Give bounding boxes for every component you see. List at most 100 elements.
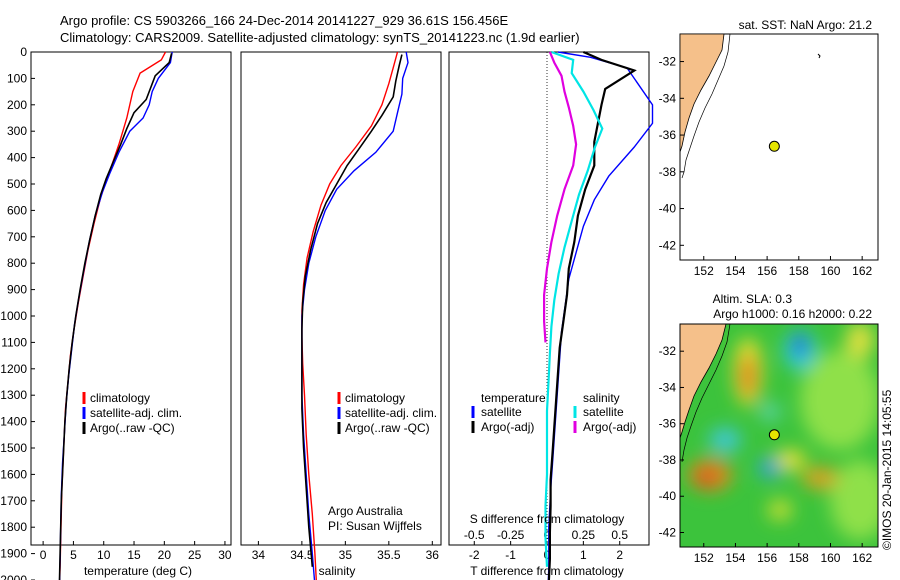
sla-blob-green-light [830, 460, 878, 540]
temperature-panel-frame [30, 51, 232, 546]
credit-text: ©IMOS 20-Jan-2015 14:05:55 [880, 389, 894, 550]
sla-blob-orange [740, 354, 756, 398]
difference-xlabel-t: T difference from climatology [470, 564, 624, 578]
sla-blob-green-light [800, 350, 878, 450]
difference-line-s-satellite [544, 50, 604, 567]
y-tick-label: 500 [7, 177, 27, 191]
salinity-annotation-line-1: Argo Australia [328, 504, 403, 518]
sla-blob-cyan [709, 428, 741, 452]
legend-title-temperature: temperature [481, 391, 546, 405]
difference-panel-frame [448, 51, 650, 546]
map-x-tick-label: 156 [757, 264, 777, 278]
sla-map-shelf-contour [681, 324, 731, 463]
map-x-tick-label: 162 [852, 264, 872, 278]
x-tick-label: 34 [252, 548, 266, 562]
y-tick-label: 300 [7, 124, 27, 138]
map-x-tick-label: 156 [757, 551, 777, 565]
x-tick-label: 36 [426, 548, 440, 562]
x-tick-label: 35.5 [377, 548, 401, 562]
difference-line-s-argoadj [542, 51, 578, 343]
legend-label-s-argo: Argo(-adj) [583, 420, 636, 434]
x-tick-label: 5 [70, 548, 77, 562]
series-line-climatology [301, 51, 399, 580]
sla-field [688, 324, 878, 540]
legend-label-s-satellite: satellite [583, 405, 624, 419]
x-tick-label: 30 [218, 548, 232, 562]
y-tick-label: 0 [20, 45, 27, 59]
map-x-tick-label: 162 [852, 551, 872, 565]
map-x-tick-label: 154 [725, 264, 745, 278]
y-tick-label: 2000 [0, 573, 27, 580]
series-line-argorawqc [301, 54, 403, 567]
map-y-tick-label: -40 [659, 489, 677, 503]
series-line-satelliteadjclim [301, 51, 409, 580]
sla-map-subtitle: Argo h1000: 0.16 h2000: 0.22 [713, 307, 872, 321]
x-tick-label-t: 2 [616, 548, 623, 562]
x-tick-label: 0 [40, 548, 47, 562]
legend-label-climatology: climatology [90, 391, 150, 405]
sla-map [680, 324, 878, 547]
map-y-tick-label: -42 [659, 238, 677, 252]
salinity-panel-frame [240, 51, 442, 546]
map-y-tick-label: -32 [659, 55, 677, 69]
y-tick-label: 1400 [0, 415, 27, 429]
difference-xlabel-s: S difference from climatology [470, 512, 625, 526]
salinity-legend: climatology satellite-adj. clim. Argo(..… [337, 391, 437, 435]
map-y-tick-label: -38 [659, 165, 677, 179]
sla-blob-blue [765, 463, 775, 473]
map-y-tick-label: -40 [659, 202, 677, 216]
x-tick-label-s: 0 [544, 528, 551, 542]
sst-map-land [680, 34, 821, 179]
header-line-2: Climatology: CARS2009. Satellite-adjuste… [60, 30, 580, 45]
x-tick-label: 15 [127, 548, 141, 562]
y-tick-label: 100 [7, 71, 27, 85]
y-tick-label: 1800 [0, 520, 27, 534]
y-tick-label: 800 [7, 256, 27, 270]
salinity-annotation-line-2: PI: Susan Wijffels [328, 519, 422, 533]
map-y-tick-label: -38 [659, 453, 677, 467]
sla-blob-yellow [768, 500, 792, 520]
x-tick-label-t: -2 [469, 548, 480, 562]
sst-map-title: sat. SST: NaN Argo: 21.2 [739, 18, 873, 32]
sst-map-shelf-contour [681, 34, 731, 179]
map-y-tick-label: -42 [659, 525, 677, 539]
sla-map-land [680, 324, 727, 439]
y-tick-label: 1000 [0, 309, 27, 323]
x-tick-label-s: 0.5 [611, 528, 628, 542]
x-tick-label: 25 [188, 548, 202, 562]
y-tick-label: 900 [7, 283, 27, 297]
sla-blob-yellow [846, 324, 874, 358]
sla-blob-yellow [774, 450, 806, 470]
sla-blob-cyan [760, 404, 780, 420]
y-tick-label: 400 [7, 151, 27, 165]
map-x-tick-label: 158 [789, 264, 809, 278]
x-tick-label: 10 [97, 548, 111, 562]
sst-map-island [817, 53, 821, 59]
series-layer [58, 50, 780, 580]
float-position-marker [768, 429, 780, 441]
x-tick-label-s: -0.25 [497, 528, 525, 542]
temperature-xlabel: temperature (deg C) [84, 564, 192, 578]
x-tick-label-s: 0.25 [572, 528, 596, 542]
legend-label-climatology: climatology [345, 391, 405, 405]
series-line-argorawqc [58, 53, 173, 580]
y-tick-label: 600 [7, 203, 27, 217]
float-position-marker [768, 140, 780, 152]
sst-map-land-area [680, 34, 725, 153]
map-x-tick-label: 154 [725, 551, 745, 565]
map-y-tick-label: -36 [659, 417, 677, 431]
sla-blob-red [696, 470, 716, 486]
map-x-tick-label: 160 [820, 264, 840, 278]
difference-line-t-argoadj [547, 50, 637, 580]
sla-blob-orange [802, 467, 838, 489]
x-tick-label-t: 1 [580, 548, 587, 562]
y-tick-label: 1700 [0, 494, 27, 508]
header-line-1: Argo profile: CS 5903266_166 24-Dec-2014… [60, 13, 508, 28]
y-tick-label: 1300 [0, 388, 27, 402]
legend-title-salinity: salinity [583, 391, 620, 405]
y-tick-label: 200 [7, 98, 27, 112]
y-tick-label: 1900 [0, 547, 27, 561]
legend-label-argo: Argo(..raw -QC) [345, 421, 430, 435]
y-tick-label: 1100 [1, 335, 27, 349]
legend-label-t-satellite: satellite [481, 405, 522, 419]
